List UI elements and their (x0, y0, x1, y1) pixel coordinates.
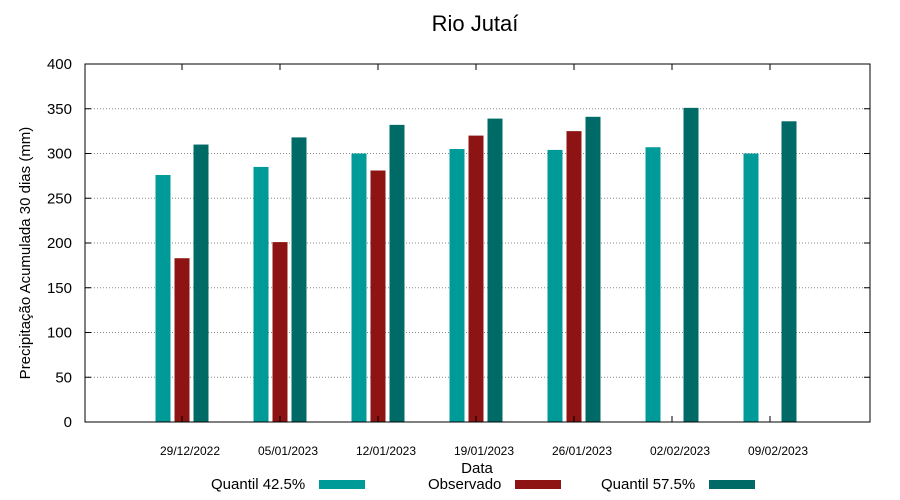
bar (468, 135, 484, 422)
legend-label: Observado (428, 475, 502, 493)
legend-item-observado: Observado (428, 474, 562, 494)
grid-lines (85, 108, 870, 378)
bar (585, 116, 601, 423)
legend-swatch (319, 479, 366, 489)
bar (547, 149, 563, 423)
x-tick-label: 12/01/2023 (356, 444, 416, 458)
x-tick-label: 19/01/2023 (454, 444, 514, 458)
bar (743, 153, 759, 422)
legend-swatch (515, 479, 562, 489)
legend-label: Quantil 42.5% (211, 475, 306, 493)
bar (389, 124, 405, 423)
bar (272, 242, 288, 422)
bar (291, 137, 307, 422)
bar (449, 149, 465, 422)
y-tick-label: 400 (47, 56, 72, 73)
y-tick-label: 300 (47, 146, 72, 163)
bar (193, 144, 209, 423)
legend-label: Quantil 57.5% (601, 475, 696, 493)
x-tick-label: 05/01/2023 (258, 444, 318, 458)
bar (781, 121, 797, 422)
bars (155, 107, 797, 423)
y-axis-ticks: 0 50 100 150 200 250 300 350 400 (47, 56, 870, 431)
bar (155, 174, 171, 422)
bar (683, 107, 699, 422)
bar (487, 118, 503, 422)
y-tick-label: 350 (47, 101, 72, 118)
legend-swatch (709, 479, 756, 489)
x-tick-label: 02/02/2023 (650, 444, 710, 458)
x-tick-label: 09/02/2023 (748, 444, 808, 458)
x-tick-label: 29/12/2022 (160, 444, 220, 458)
x-tick-label: 26/01/2023 (552, 444, 612, 458)
bar (370, 170, 386, 422)
bar (566, 131, 582, 422)
y-tick-label: 250 (47, 190, 72, 207)
legend-item-quantil-42: Quantil 42.5% (211, 474, 366, 494)
bar (645, 147, 661, 423)
y-tick-label: 200 (47, 235, 72, 252)
chart-title: Rio Jutaí (432, 11, 519, 36)
y-axis-label: Precipitação Acumulada 30 dias (mm) (17, 127, 34, 380)
x-axis-ticks: 29/12/2022 05/01/2023 12/01/2023 19/01/2023… (160, 64, 808, 458)
x-axis-label: Data (461, 460, 493, 477)
legend-item-quantil-57: Quantil 57.5% (601, 474, 756, 494)
y-tick-label: 100 (47, 325, 72, 342)
y-tick-label: 50 (55, 369, 72, 386)
bar (174, 258, 190, 422)
bar (253, 166, 269, 422)
y-tick-label: 0 (64, 414, 72, 431)
y-tick-label: 150 (47, 280, 72, 297)
bar (351, 153, 367, 422)
